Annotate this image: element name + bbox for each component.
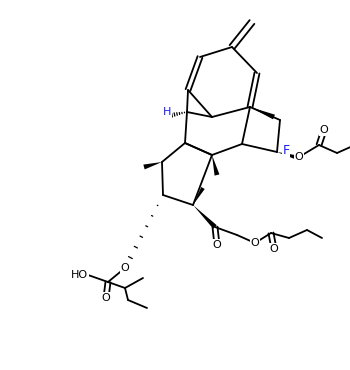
- Polygon shape: [193, 205, 217, 229]
- Polygon shape: [277, 152, 295, 159]
- Text: O: O: [320, 125, 328, 135]
- Text: O: O: [270, 244, 278, 254]
- Text: O: O: [295, 152, 303, 162]
- Polygon shape: [212, 155, 219, 176]
- Text: F: F: [282, 144, 289, 157]
- Text: O: O: [102, 293, 110, 303]
- Polygon shape: [193, 187, 205, 205]
- Text: O: O: [212, 240, 221, 250]
- Polygon shape: [250, 107, 275, 119]
- Text: HO: HO: [71, 270, 88, 280]
- Text: O: O: [121, 263, 130, 273]
- Text: H: H: [163, 107, 171, 117]
- Polygon shape: [144, 162, 162, 169]
- Text: O: O: [251, 238, 259, 248]
